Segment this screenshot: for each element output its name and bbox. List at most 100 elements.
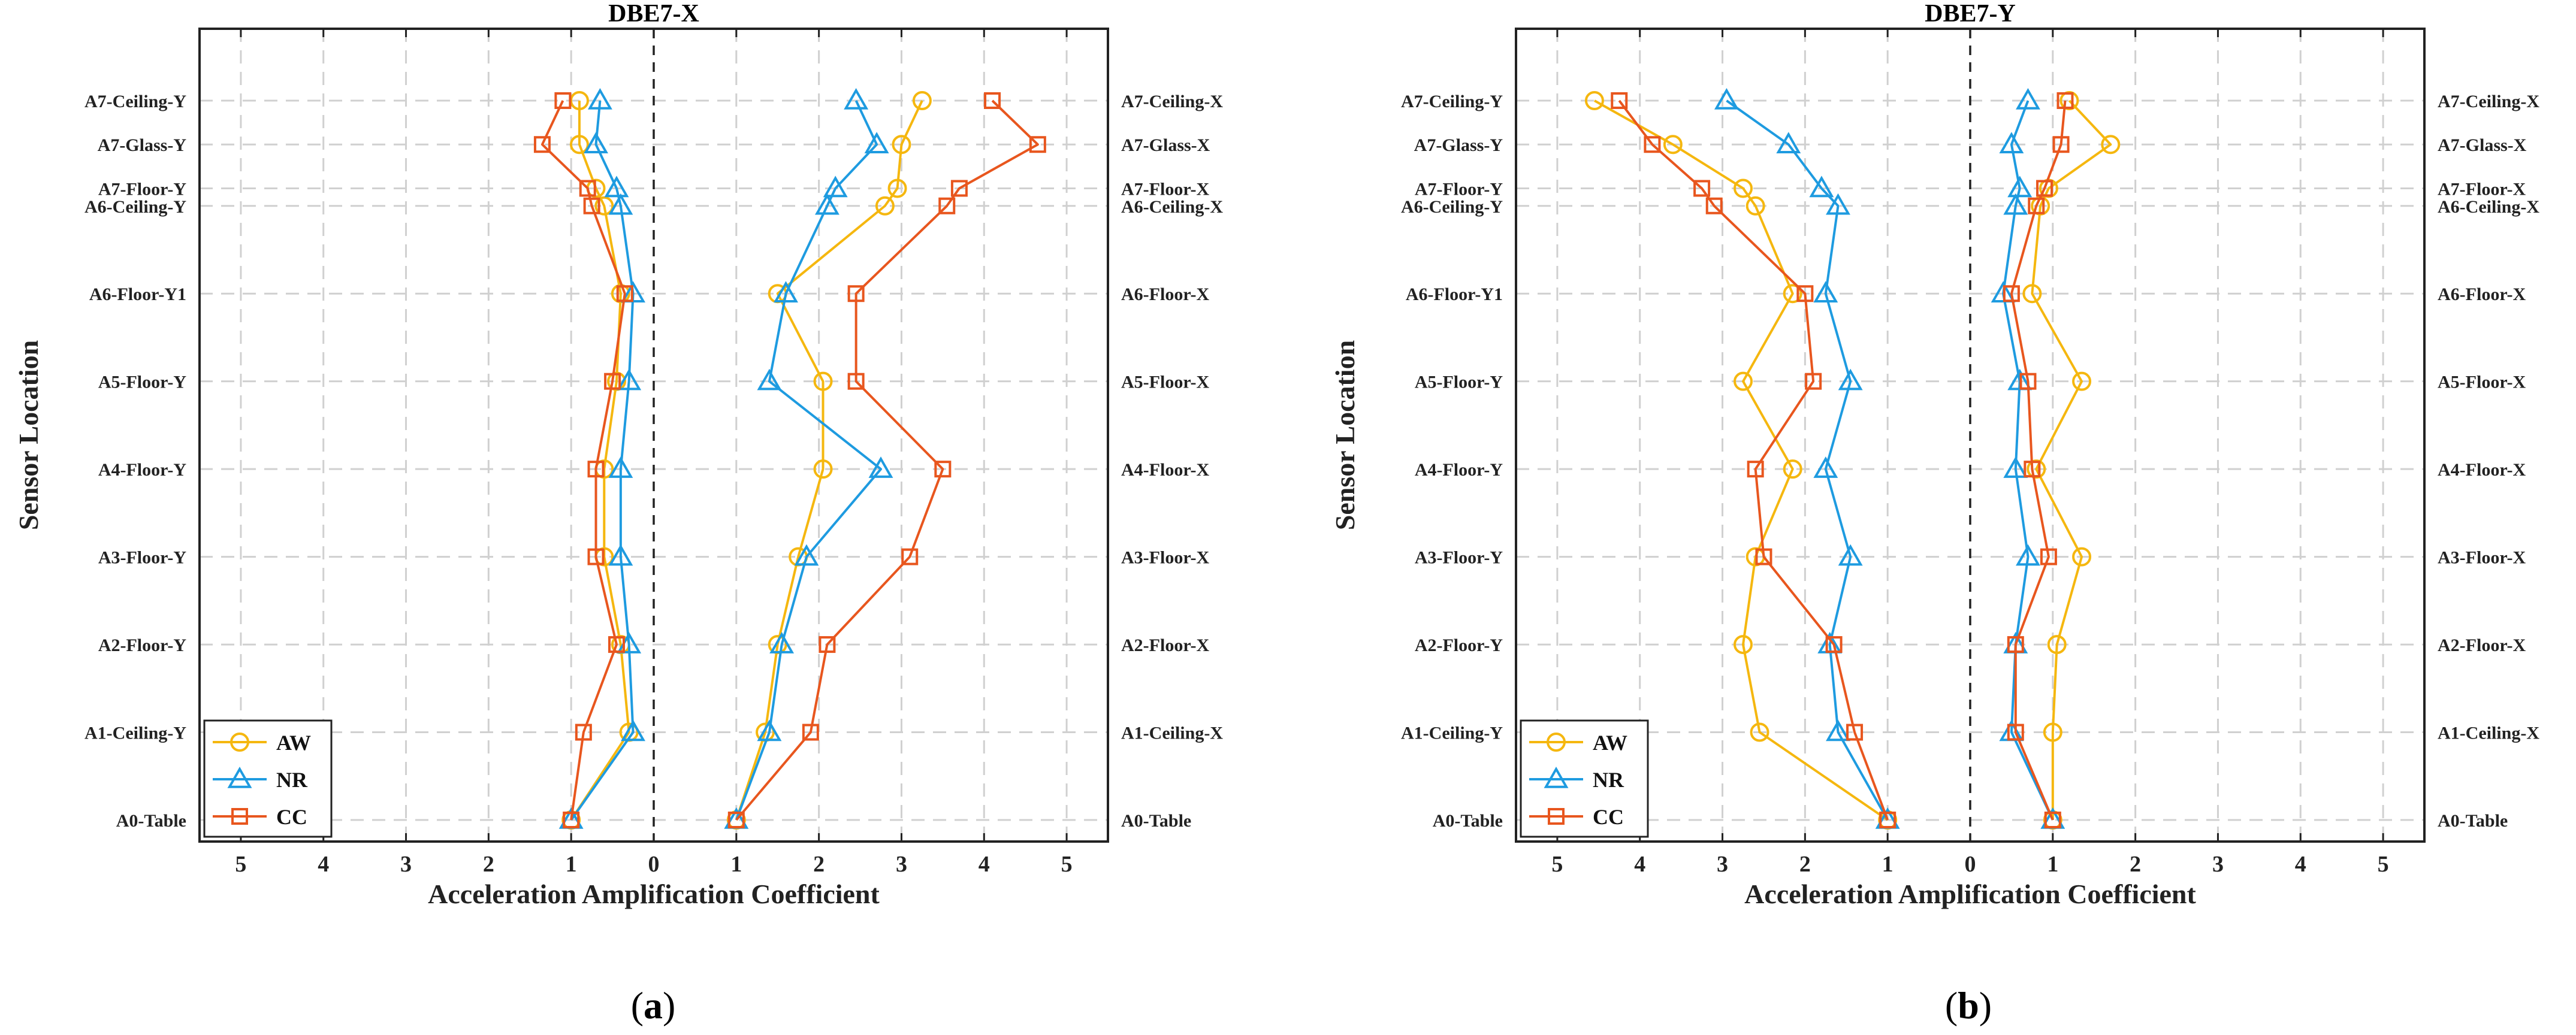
data-point-nr	[1838, 368, 1863, 391]
data-point-cc	[1805, 373, 1822, 390]
data-point-cc	[587, 461, 605, 478]
data-point-aw	[1750, 722, 1769, 742]
x-tick-label: 0	[1965, 852, 1976, 877]
data-point-aw	[1734, 635, 1753, 655]
data-point-aw	[1734, 371, 1753, 391]
data-point-nr	[587, 87, 612, 110]
y-tick-label-left: A0-Table	[116, 811, 186, 831]
y-tick-label-right: A5-Floor-X	[1121, 373, 1210, 392]
series-line-cc-right	[735, 99, 1039, 821]
x-tick-label: 2	[813, 852, 825, 877]
data-point-aw	[2047, 635, 2067, 655]
y-tick-label-left: A5-Floor-Y	[1415, 373, 1503, 392]
data-point-nr	[608, 544, 633, 566]
data-point-aw	[1584, 91, 1604, 110]
data-point-nr	[621, 719, 645, 742]
y-tick-label-right: A4-Floor-X	[2438, 460, 2526, 480]
data-point-cc	[1796, 285, 1814, 302]
y-tick-label-right: A7-Ceiling-X	[2438, 92, 2539, 111]
data-point-cc	[2044, 812, 2061, 828]
y-tick-label-left: A1-Ceiling-Y	[1401, 724, 1503, 743]
y-tick-label-right: A7-Glass-X	[2438, 135, 2527, 155]
data-point-nr	[2016, 87, 2040, 110]
data-point-nr	[1776, 132, 1801, 153]
y-tick-label-left: A7-Ceiling-Y	[1401, 92, 1503, 111]
data-point-cc	[2007, 636, 2024, 653]
series-line-aw-left	[1593, 99, 1889, 821]
x-tick-label: 5	[1061, 852, 1073, 877]
x-tick-label: 0	[648, 852, 660, 877]
x-axis-label: Acceleration Amplification Coefficient	[1744, 879, 2196, 909]
data-point-aw	[813, 459, 833, 479]
y-tick-label-left: A7-Floor-Y	[98, 179, 187, 199]
y-tick-label-right: A7-Ceiling-X	[1121, 92, 1223, 111]
data-point-cc	[819, 636, 836, 653]
y-tick-label-left: A3-Floor-Y	[98, 548, 187, 568]
data-point-cc	[1879, 812, 1896, 828]
y-tick-label-left: A2-Floor-Y	[1415, 635, 1503, 655]
y-tick-label-left: A4-Floor-Y	[98, 460, 187, 480]
y-tick-label-left: A6-Ceiling-Y	[1401, 197, 1503, 217]
data-point-aw	[875, 196, 895, 216]
data-point-nr	[868, 456, 893, 478]
y-axis-label: Sensor Location	[13, 340, 44, 530]
y-tick-label-left: A5-Floor-Y	[98, 373, 187, 392]
legend-label: NR	[276, 768, 308, 792]
data-point-nr	[757, 368, 782, 391]
data-point-cc	[847, 373, 865, 390]
y-tick-label-right: A1-Ceiling-X	[1121, 724, 1223, 743]
data-point-nr	[1826, 719, 1850, 742]
panel-caption: (b)	[1945, 984, 1992, 1027]
data-point-aw	[912, 91, 932, 110]
data-point-cc	[2036, 180, 2053, 197]
chart-title: DBE7-X	[608, 0, 699, 28]
data-point-cc	[2024, 461, 2041, 478]
data-point-nr	[1714, 87, 1739, 110]
x-tick-label: 5	[235, 852, 246, 877]
data-point-cc	[934, 461, 952, 478]
y-tick-label-right: A2-Floor-X	[2438, 635, 2526, 655]
series-line-nr-left	[570, 100, 635, 821]
series-line-aw-left	[570, 101, 630, 821]
data-point-nr	[2003, 193, 2028, 215]
data-point-cc	[1029, 136, 1046, 153]
data-point-cc	[2019, 373, 2037, 390]
legend-label: AW	[1593, 731, 1627, 755]
x-tick-label: 4	[318, 852, 329, 877]
data-point-cc	[604, 373, 621, 390]
y-tick-label-right: A6-Floor-X	[1121, 285, 1210, 304]
data-point-cc	[554, 92, 572, 109]
y-tick-label-right: A7-Glass-X	[1121, 135, 1210, 155]
y-tick-label-right: A3-Floor-X	[1121, 548, 1210, 568]
x-tick-label: 1	[1882, 852, 1894, 877]
y-tick-label-left: A2-Floor-Y	[98, 635, 187, 655]
chart-title: DBE7-Y	[1925, 0, 2016, 28]
data-point-cc	[1846, 724, 1864, 741]
data-point-nr	[608, 193, 633, 215]
data-point-aw	[813, 371, 833, 391]
series-line-aw-right	[2031, 99, 2112, 820]
legend-marker	[1547, 733, 1566, 752]
y-tick-label-right: A7-Floor-X	[2438, 179, 2526, 199]
data-point-cc	[802, 724, 819, 741]
data-point-cc	[1825, 636, 1843, 653]
y-tick-label-right: A0-Table	[2438, 811, 2508, 831]
legend-marker	[230, 733, 249, 752]
data-point-nr	[794, 544, 819, 566]
data-point-nr	[823, 175, 848, 198]
y-tick-label-left: A6-Floor-Y1	[1406, 285, 1503, 304]
data-point-cc	[533, 136, 551, 153]
y-tick-label-left: A7-Glass-Y	[98, 135, 187, 155]
legend-marker	[1548, 808, 1565, 825]
y-tick-label-right: A2-Floor-X	[1121, 635, 1210, 655]
data-point-cc	[1755, 548, 1772, 565]
data-point-nr	[604, 175, 629, 198]
legend-marker	[227, 766, 252, 788]
x-tick-label: 1	[730, 852, 742, 877]
data-point-cc	[984, 92, 1001, 109]
data-point-aw	[1783, 284, 1802, 304]
y-tick-label-right: A7-Floor-X	[1121, 179, 1210, 199]
data-point-aw	[1663, 135, 1683, 155]
data-point-cc	[1693, 180, 1711, 197]
data-point-nr	[814, 193, 839, 215]
